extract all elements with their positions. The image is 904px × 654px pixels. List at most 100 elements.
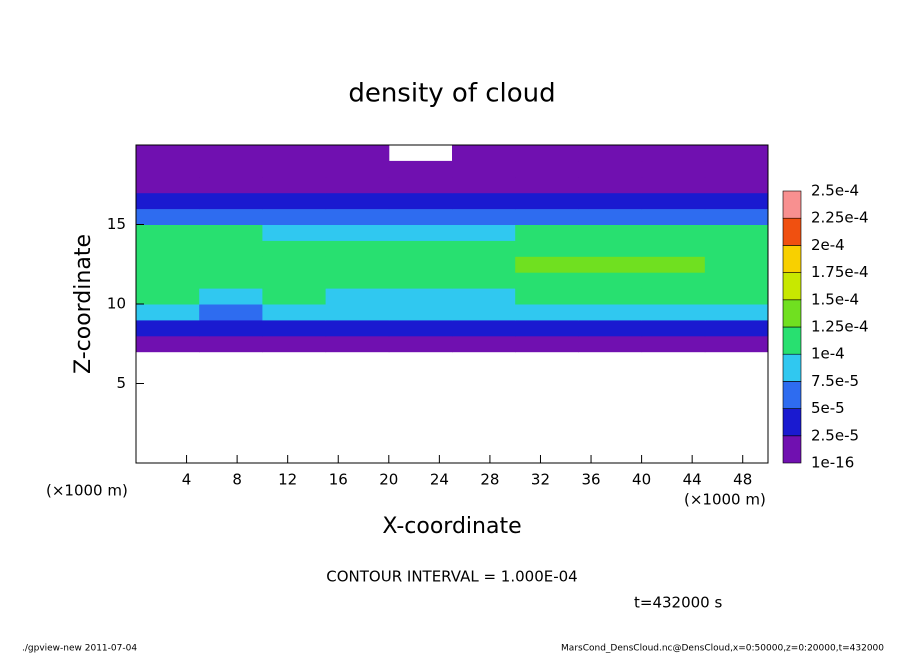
cell [136, 224, 200, 241]
colorbar-swatch [782, 272, 802, 301]
colorbar-label: 2.5e-5 [811, 426, 859, 444]
cell [136, 288, 200, 305]
cell [641, 160, 706, 178]
cell [199, 192, 263, 210]
cell [136, 304, 200, 321]
cell [515, 160, 579, 178]
cell [262, 208, 327, 225]
cell [136, 160, 200, 178]
cell [136, 208, 200, 225]
cell [388, 240, 453, 257]
y-tick-label: 5 [116, 374, 126, 392]
cell [578, 208, 643, 225]
x-tick-label: 36 [581, 471, 600, 489]
colorbar-label: 2e-4 [811, 236, 845, 254]
cell [704, 256, 769, 273]
colorbar-swatch [782, 217, 802, 246]
cell [515, 208, 579, 225]
cell [704, 145, 769, 162]
cell [388, 224, 453, 241]
cell [578, 192, 643, 210]
cell [515, 176, 579, 194]
cell [452, 288, 516, 305]
cell [452, 256, 516, 273]
cell [452, 192, 516, 210]
cell [325, 240, 390, 257]
cell [452, 224, 516, 241]
cell [515, 256, 579, 273]
x-tick-label: 24 [430, 471, 449, 489]
colorbar-label: 1.5e-4 [811, 290, 859, 308]
cell [452, 208, 516, 225]
cell [578, 335, 643, 353]
y-axis-label: Z-coordinate [71, 234, 96, 374]
cell [388, 192, 453, 210]
cell [136, 176, 200, 194]
cell [515, 192, 579, 210]
cell [262, 335, 327, 353]
cell [388, 335, 453, 353]
y-tick-label: 10 [107, 295, 126, 313]
cell [136, 272, 200, 289]
cell [325, 192, 390, 210]
y-unit: (×1000 m) [46, 482, 128, 500]
cell [325, 319, 390, 337]
cell [262, 288, 327, 305]
cell [452, 304, 516, 321]
x-tick-label: 32 [531, 471, 550, 489]
cell [578, 256, 643, 273]
cell [452, 319, 516, 337]
colorbar-label: 1e-16 [811, 454, 854, 472]
cell [515, 319, 579, 337]
cell [578, 319, 643, 337]
colorbar-swatch [782, 408, 802, 437]
x-tick-label: 8 [232, 471, 242, 489]
cell [199, 335, 263, 353]
x-tick-label: 12 [278, 471, 297, 489]
cell [641, 192, 706, 210]
cell [325, 160, 390, 178]
cell [388, 319, 453, 337]
cell [641, 288, 706, 305]
x-tick-label: 44 [683, 471, 702, 489]
cell [199, 224, 263, 241]
colorbar-label: 5e-5 [811, 399, 845, 417]
cell [199, 145, 263, 162]
cell [325, 335, 390, 353]
cell [704, 272, 769, 289]
cell [199, 160, 263, 178]
cell [641, 240, 706, 257]
cell [388, 208, 453, 225]
cell [262, 160, 327, 178]
colorbar-label: 2.25e-4 [811, 209, 869, 227]
cell [515, 240, 579, 257]
cell [704, 335, 769, 353]
annotation: CONTOUR INTERVAL = 1.000E-04 [326, 568, 577, 586]
cell [515, 304, 579, 321]
cell [262, 224, 327, 241]
cell [515, 272, 579, 289]
colorbar-label: 7.5e-5 [811, 372, 859, 390]
cell [704, 192, 769, 210]
colorbar-label: 1.75e-4 [811, 263, 869, 281]
cell [641, 145, 706, 162]
cell [704, 319, 769, 337]
cell [199, 304, 263, 321]
colorbar-label: 1e-4 [811, 345, 845, 363]
colorbar-swatch [782, 381, 802, 409]
cell [325, 256, 390, 273]
cell [262, 145, 327, 162]
cell [262, 304, 327, 321]
cell [641, 176, 706, 194]
colorbar-label: 1.25e-4 [811, 318, 869, 336]
cell [641, 272, 706, 289]
chart-title: density of cloud [348, 79, 555, 109]
cell [578, 304, 643, 321]
y-tick-label: 15 [107, 215, 126, 233]
cell [136, 319, 200, 337]
cell [136, 192, 200, 210]
cell [262, 272, 327, 289]
cell [515, 288, 579, 305]
cell [199, 272, 263, 289]
cell [388, 304, 453, 321]
